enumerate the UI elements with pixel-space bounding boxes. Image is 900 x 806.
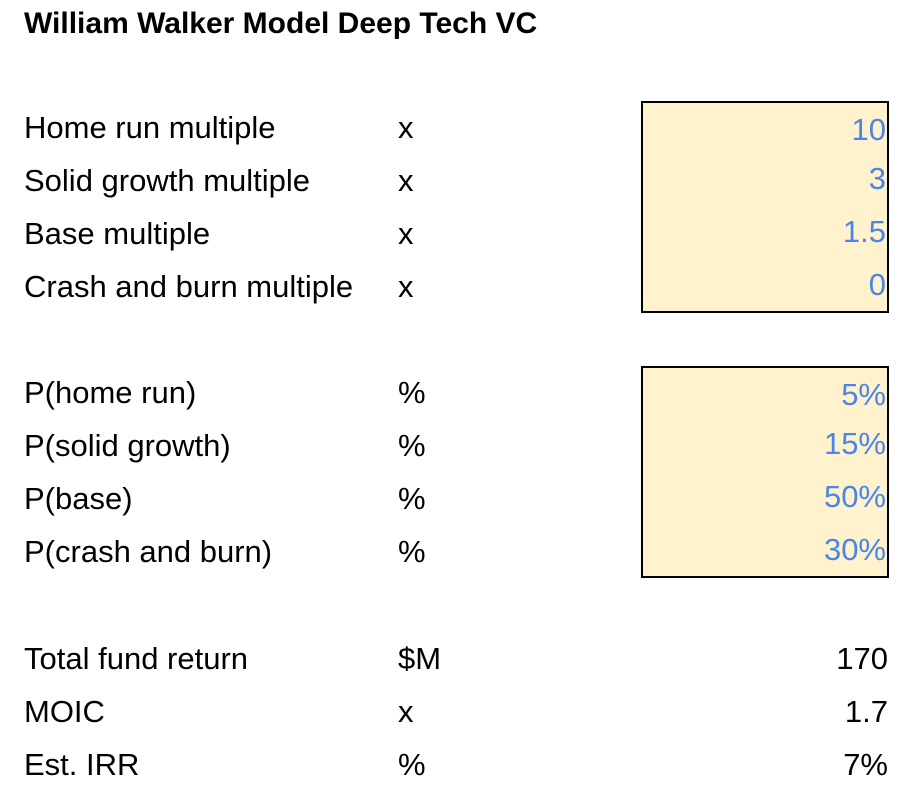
row-unit: x xyxy=(398,110,414,145)
row-label: Crash and burn multiple xyxy=(24,269,354,304)
row-unit: % xyxy=(398,428,426,463)
row-solid-growth-multiple: Solid growth multiple x 3 xyxy=(0,152,900,207)
moic-value: 1.7 xyxy=(844,694,888,729)
row-unit: x xyxy=(398,216,414,251)
row-unit: x xyxy=(398,269,414,304)
row-label: Home run multiple xyxy=(24,110,276,145)
row-label: P(solid growth) xyxy=(24,428,231,463)
row-p-crash: P(crash and burn) % 30% xyxy=(0,523,900,578)
p-solid-growth-input[interactable]: 15% xyxy=(641,417,889,472)
row-total-fund-return: Total fund return $M 170 xyxy=(0,632,900,685)
sheet-title: William Walker Model Deep Tech VC xyxy=(24,7,538,40)
row-p-base: P(base) % 50% xyxy=(0,470,900,525)
row-unit: % xyxy=(398,534,426,569)
row-home-run-multiple: Home run multiple x 10 xyxy=(0,101,900,154)
row-moic: MOIC x 1.7 xyxy=(0,685,900,738)
row-unit: x xyxy=(398,163,414,198)
row-label: P(home run) xyxy=(24,375,197,410)
row-label: Base multiple xyxy=(24,216,211,251)
solid-growth-multiple-input[interactable]: 3 xyxy=(641,152,889,207)
row-label: P(base) xyxy=(24,481,133,516)
row-label: Total fund return xyxy=(24,641,249,676)
row-label: P(crash and burn) xyxy=(24,534,273,569)
row-base-multiple: Base multiple x 1.5 xyxy=(0,205,900,260)
total-fund-return-value: 170 xyxy=(836,641,888,676)
row-label: Solid growth multiple xyxy=(24,163,311,198)
p-base-input[interactable]: 50% xyxy=(641,470,889,525)
row-label: MOIC xyxy=(24,694,105,729)
row-unit: % xyxy=(398,747,426,782)
est-irr-value: 7% xyxy=(843,747,888,782)
home-run-multiple-input[interactable]: 10 xyxy=(641,101,889,154)
row-unit: % xyxy=(398,481,426,516)
row-label: Est. IRR xyxy=(24,747,140,782)
row-crash-multiple: Crash and burn multiple x 0 xyxy=(0,258,900,313)
p-home-run-input[interactable]: 5% xyxy=(641,366,889,419)
crash-multiple-input[interactable]: 0 xyxy=(641,258,889,313)
row-unit: x xyxy=(398,694,414,729)
row-unit: $M xyxy=(398,641,442,676)
row-p-solid-growth: P(solid growth) % 15% xyxy=(0,417,900,472)
row-unit: % xyxy=(398,375,426,410)
row-p-home-run: P(home run) % 5% xyxy=(0,366,900,419)
base-multiple-input[interactable]: 1.5 xyxy=(641,205,889,260)
p-crash-input[interactable]: 30% xyxy=(641,523,889,578)
row-est-irr: Est. IRR % 7% xyxy=(0,738,900,791)
